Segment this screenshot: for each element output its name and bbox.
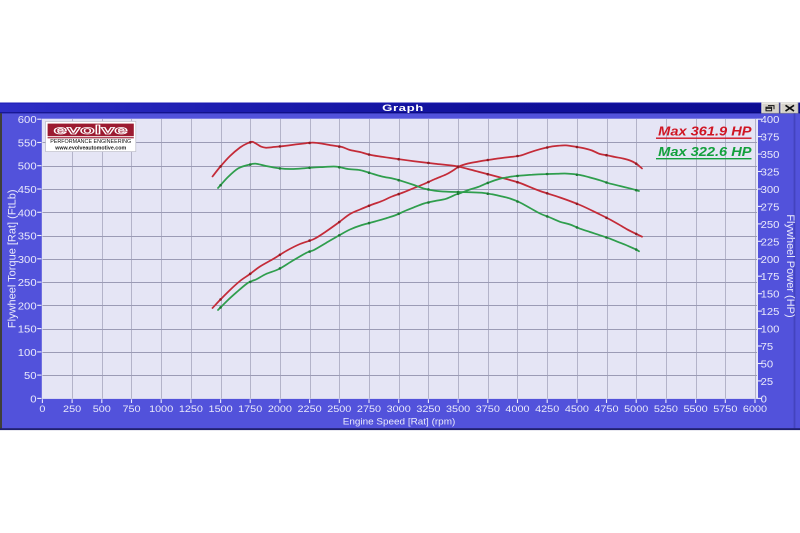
svg-text:1750: 1750 — [238, 404, 262, 414]
svg-text:500: 500 — [18, 161, 37, 172]
svg-text:150: 150 — [761, 289, 780, 300]
svg-text:1000: 1000 — [149, 404, 173, 414]
svg-text:1500: 1500 — [209, 404, 233, 414]
svg-text:50: 50 — [761, 359, 774, 370]
svg-text:5250: 5250 — [654, 404, 678, 414]
svg-text:3250: 3250 — [416, 404, 440, 414]
svg-text:400: 400 — [18, 208, 37, 219]
svg-text:175: 175 — [761, 272, 780, 283]
svg-text:5750: 5750 — [713, 404, 737, 414]
svg-text:2250: 2250 — [298, 404, 322, 414]
svg-text:2500: 2500 — [327, 404, 351, 414]
svg-text:4000: 4000 — [505, 404, 529, 414]
svg-text:Max 322.6 HP: Max 322.6 HP — [658, 145, 752, 159]
svg-text:500: 500 — [93, 404, 111, 414]
svg-text:100: 100 — [761, 324, 780, 335]
svg-text:Graph: Graph — [382, 103, 424, 113]
svg-text:550: 550 — [18, 138, 37, 149]
svg-text:75: 75 — [761, 342, 774, 353]
svg-text:275: 275 — [761, 202, 780, 213]
svg-text:1250: 1250 — [179, 404, 203, 414]
svg-text:4250: 4250 — [535, 404, 559, 414]
svg-text:300: 300 — [761, 185, 780, 196]
svg-text:750: 750 — [122, 404, 140, 414]
svg-text:125: 125 — [761, 307, 780, 318]
svg-text:600: 600 — [18, 115, 37, 126]
svg-text:25: 25 — [761, 376, 774, 387]
svg-text:200: 200 — [761, 254, 780, 265]
svg-text:3750: 3750 — [476, 404, 500, 414]
svg-text:Max 361.9 HP: Max 361.9 HP — [658, 124, 752, 138]
svg-text:100: 100 — [18, 347, 37, 358]
svg-text:150: 150 — [18, 324, 37, 335]
svg-text:evolve: evolve — [54, 124, 129, 137]
svg-text:300: 300 — [18, 254, 37, 265]
svg-text:225: 225 — [761, 237, 780, 248]
svg-text:200: 200 — [18, 301, 37, 312]
svg-text:250: 250 — [18, 278, 37, 289]
svg-text:3000: 3000 — [387, 404, 411, 414]
svg-text:350: 350 — [761, 150, 780, 161]
svg-text:4750: 4750 — [594, 404, 618, 414]
svg-text:325: 325 — [761, 167, 780, 178]
svg-text:250: 250 — [63, 404, 81, 414]
svg-text:2750: 2750 — [357, 404, 381, 414]
svg-text:0: 0 — [39, 404, 45, 414]
svg-text:50: 50 — [24, 371, 37, 382]
svg-text:Flywheel Torque [Rat] (FtLb): Flywheel Torque [Rat] (FtLb) — [6, 190, 18, 329]
svg-text:Engine Speed [Rat] (rpm): Engine Speed [Rat] (rpm) — [343, 417, 456, 426]
svg-text:450: 450 — [18, 185, 37, 196]
svg-text:5500: 5500 — [684, 404, 708, 414]
svg-text:6000: 6000 — [743, 404, 767, 414]
svg-text:PERFORMANCE ENGINEERING: PERFORMANCE ENGINEERING — [50, 139, 131, 145]
svg-text:3500: 3500 — [446, 404, 470, 414]
svg-text:350: 350 — [18, 231, 37, 242]
svg-text:www.evolveautomotive.com: www.evolveautomotive.com — [54, 145, 126, 151]
svg-text:4500: 4500 — [565, 404, 589, 414]
svg-text:250: 250 — [761, 219, 780, 230]
svg-text:375: 375 — [761, 132, 780, 143]
svg-text:5000: 5000 — [624, 404, 648, 414]
svg-text:400: 400 — [761, 115, 780, 126]
svg-text:2000: 2000 — [268, 404, 292, 414]
svg-text:Flywheel Power (HP): Flywheel Power (HP) — [784, 214, 796, 317]
svg-text:0: 0 — [30, 394, 36, 405]
svg-text:0: 0 — [761, 394, 767, 405]
